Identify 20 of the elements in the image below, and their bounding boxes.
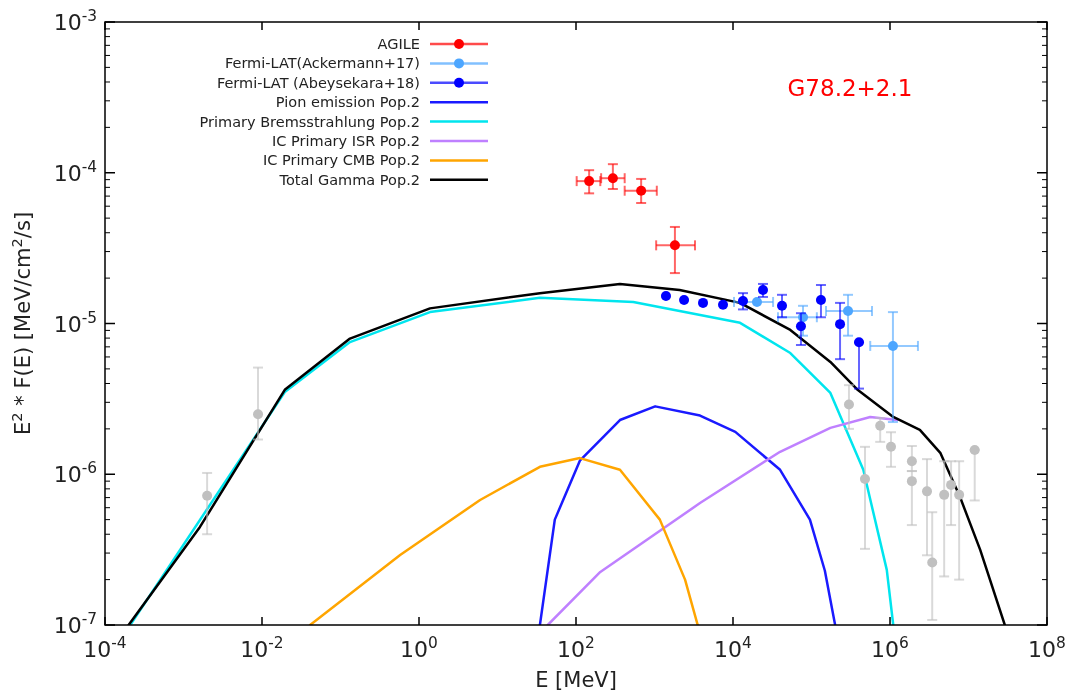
legend-label: AGILE <box>377 36 420 52</box>
x-tick-label: 10$^{8}$ <box>1028 634 1066 662</box>
legend-label: Pion emission Pop.2 <box>275 94 420 111</box>
x-axis-title: E [MeV] <box>535 668 617 692</box>
x-tick-label: 10$^{2}$ <box>557 634 595 662</box>
legend-label: Fermi-LAT (Abeysekara+18) <box>216 74 420 91</box>
legend-label: IC Primary CMB Pop.2 <box>263 152 420 169</box>
legend-label: Primary Bremsstrahlung Pop.2 <box>199 113 420 130</box>
y-tick-label: 10$^{-3}$ <box>53 7 97 35</box>
x-tick-label: 10$^{4}$ <box>714 634 752 662</box>
y-tick-label: 10$^{-4}$ <box>53 157 97 186</box>
y-tick-label: 10$^{-5}$ <box>53 308 97 337</box>
y-tick-label: 10$^{-6}$ <box>53 459 97 488</box>
legend-label: Fermi-LAT(Ackermann+17) <box>224 55 420 72</box>
annotation: G78.2+2.1 <box>787 75 913 101</box>
x-tick-label: 10$^{6}$ <box>871 634 909 662</box>
x-tick-label: 10$^{-2}$ <box>240 634 284 662</box>
x-tick-label: 10$^{0}$ <box>400 634 438 662</box>
legend-label: Total Gamma Pop.2 <box>278 171 420 188</box>
legend-label: IC Primary ISR Pop.2 <box>272 133 420 149</box>
